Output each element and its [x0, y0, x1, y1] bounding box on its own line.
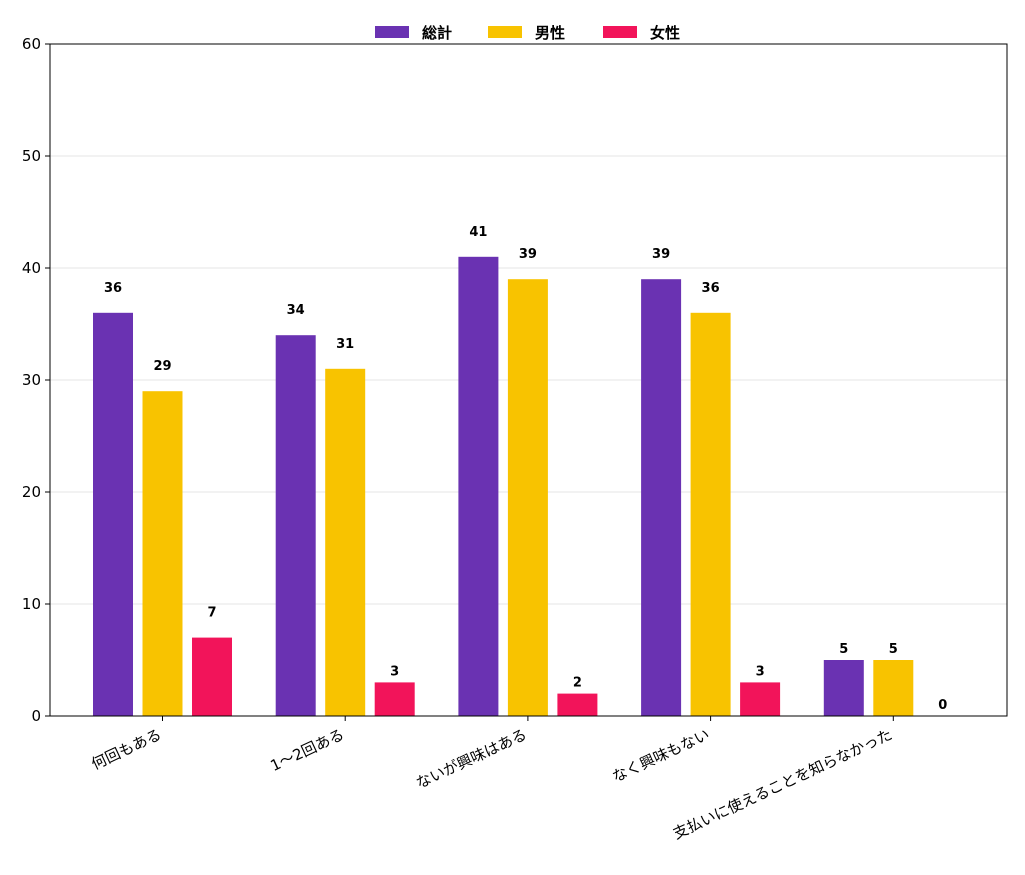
value-label: 3 [390, 664, 399, 679]
y-tick-label: 0 [31, 707, 41, 725]
x-axis: 何回もある 1〜2回ある ないが興味はある なく興味もない支払いに使えることを知らなか… [89, 716, 895, 843]
value-label: 41 [469, 225, 487, 240]
x-tick-label: 1〜2回ある [268, 725, 347, 775]
legend: 総計 男性 女性 [375, 24, 680, 42]
bar [275, 335, 316, 716]
bars-group [93, 256, 914, 716]
bar [507, 279, 548, 716]
value-label: 36 [104, 281, 122, 296]
bar [823, 660, 864, 716]
bar [873, 660, 914, 716]
bar [325, 368, 366, 716]
x-tick-label: 何回もある [89, 725, 165, 773]
value-labels-group: 36 29 7 34 31 3 41 39 2 39 36 3 5 5 0 [104, 225, 947, 713]
legend-label: 男性 [535, 24, 565, 42]
y-tick-label: 50 [22, 147, 41, 165]
value-label: 39 [519, 247, 537, 262]
legend-swatch [488, 26, 522, 38]
legend-swatch [603, 26, 637, 38]
value-label: 5 [889, 642, 898, 657]
value-label: 29 [153, 359, 171, 374]
value-label: 5 [839, 642, 848, 657]
y-tick-label: 30 [22, 371, 41, 389]
y-tick-label: 20 [22, 483, 41, 501]
y-axis: 0 10 20 30 40 50 60 [22, 35, 50, 725]
bar [557, 693, 598, 716]
x-tick-label: ないが興味はある [413, 725, 529, 792]
y-tick-label: 60 [22, 35, 41, 53]
value-label: 31 [336, 337, 354, 352]
bar [93, 312, 133, 716]
value-label: 36 [702, 281, 720, 296]
legend-label: 総計 [422, 24, 452, 42]
bar [374, 682, 415, 716]
legend-swatch [375, 26, 409, 38]
bar [192, 637, 232, 716]
bar [641, 279, 682, 716]
y-tick-label: 10 [22, 595, 41, 613]
bar [740, 682, 781, 716]
y-tick-label: 40 [22, 259, 41, 277]
value-label: 2 [573, 676, 582, 691]
x-tick-label: なく興味もない [610, 725, 713, 786]
value-label: 7 [207, 606, 216, 621]
value-label: 34 [287, 303, 305, 318]
value-label: 3 [756, 664, 765, 679]
bar [142, 391, 183, 716]
value-label: 39 [652, 247, 670, 262]
bar [690, 312, 731, 716]
legend-label: 女性 [650, 24, 680, 42]
bar [458, 256, 499, 716]
value-label: 0 [938, 698, 947, 713]
